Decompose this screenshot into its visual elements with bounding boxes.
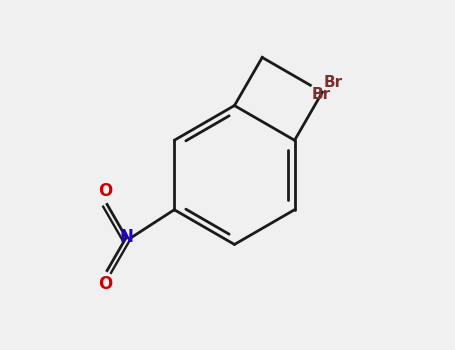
Text: O: O [98, 275, 112, 293]
Text: N: N [119, 229, 133, 246]
Text: Br: Br [312, 87, 331, 102]
Text: O: O [98, 182, 112, 200]
Text: Br: Br [324, 76, 343, 90]
